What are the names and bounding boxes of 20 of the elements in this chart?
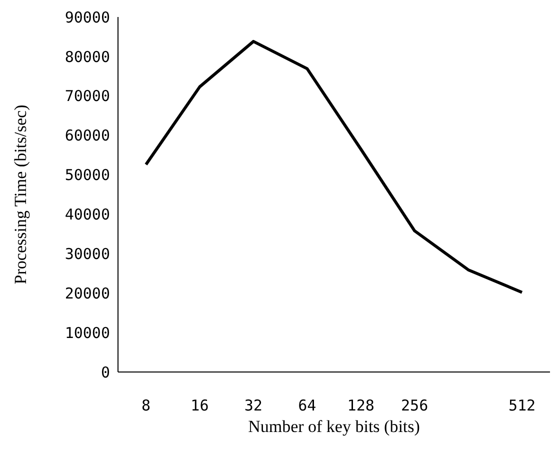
y-tick-label: 70000 [64,87,110,106]
x-tick-label: 16 [190,396,209,415]
x-tick-label: 128 [347,396,374,415]
x-tick-label: 512 [508,396,536,415]
y-tick-label: 40000 [64,206,110,224]
x-tick-label: 64 [298,396,316,415]
x-tick-label: 8 [141,396,151,415]
y-tick-label: 20000 [64,284,110,302]
x-tick-label: 32 [244,396,262,415]
x-axis-title: Number of key bits (bits) [248,417,420,436]
y-tick-label: 50000 [64,166,110,184]
y-tick-label: 80000 [64,48,110,66]
y-axis-title: Processing Time (bits/sec) [11,104,30,284]
y-tick-label: 0 [100,363,110,382]
y-tick-label: 60000 [64,126,110,145]
y-tick-label: 10000 [64,324,110,342]
y-tick-label: 90000 [64,8,110,26]
line-series [144,40,524,294]
y-tick-label: 30000 [64,244,110,263]
x-tick-label: 256 [401,396,428,415]
